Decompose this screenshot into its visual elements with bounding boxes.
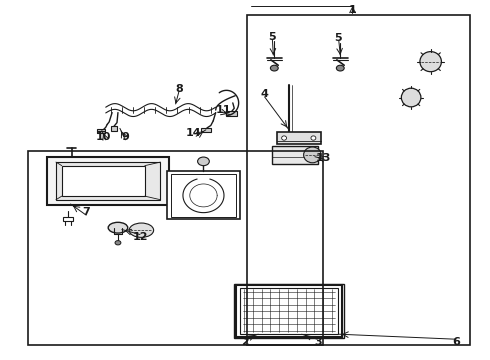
- Ellipse shape: [129, 223, 154, 237]
- Text: 13: 13: [316, 153, 331, 163]
- Ellipse shape: [304, 147, 321, 163]
- Bar: [201, 128, 211, 132]
- Ellipse shape: [311, 136, 316, 140]
- Text: 4: 4: [261, 89, 269, 99]
- Bar: [171, 174, 236, 217]
- Ellipse shape: [115, 240, 121, 245]
- Bar: [56, 162, 160, 200]
- Bar: [97, 129, 105, 134]
- Text: 14: 14: [186, 129, 201, 138]
- Bar: [226, 111, 237, 116]
- Text: 2: 2: [241, 337, 249, 347]
- Text: 9: 9: [122, 132, 129, 142]
- Text: 10: 10: [96, 132, 111, 142]
- Text: 8: 8: [175, 84, 183, 94]
- Text: 12: 12: [132, 232, 147, 242]
- Bar: [272, 146, 319, 164]
- Bar: [167, 171, 240, 220]
- Ellipse shape: [282, 136, 287, 140]
- Text: 5: 5: [334, 33, 342, 43]
- Text: 3: 3: [315, 337, 322, 347]
- Text: 7: 7: [82, 207, 90, 217]
- Bar: [236, 285, 342, 337]
- Ellipse shape: [401, 88, 421, 107]
- Text: 6: 6: [452, 337, 460, 347]
- Bar: [247, 15, 470, 345]
- Bar: [111, 126, 118, 131]
- Bar: [27, 151, 323, 345]
- Ellipse shape: [336, 65, 344, 71]
- Text: 11: 11: [215, 105, 231, 115]
- Ellipse shape: [197, 157, 209, 166]
- Bar: [277, 132, 321, 144]
- Bar: [234, 284, 343, 338]
- Bar: [47, 157, 169, 205]
- Bar: [240, 288, 338, 334]
- Ellipse shape: [108, 222, 128, 233]
- Bar: [62, 166, 145, 196]
- Bar: [63, 217, 73, 221]
- Ellipse shape: [270, 65, 278, 71]
- Text: 1: 1: [348, 5, 356, 15]
- Text: 5: 5: [268, 32, 276, 41]
- Ellipse shape: [420, 51, 441, 72]
